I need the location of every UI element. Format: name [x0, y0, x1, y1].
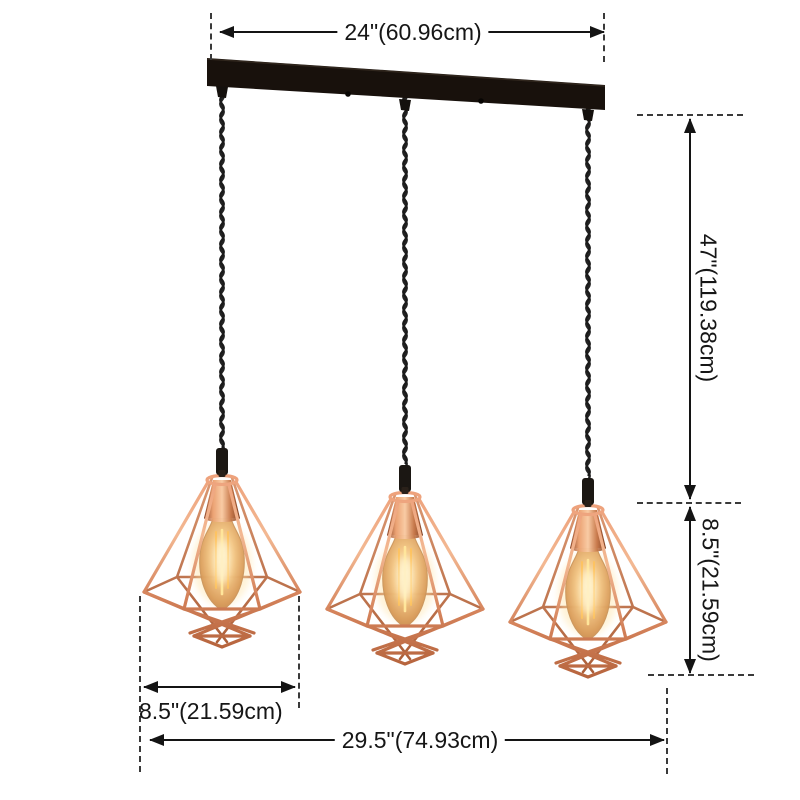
cord-right — [585, 102, 591, 482]
canopy-screw — [345, 91, 351, 97]
arrowhead-down-icon — [684, 485, 696, 500]
cord-attachment — [399, 99, 411, 111]
extension-line — [648, 674, 754, 676]
cage-pendant-middle — [327, 465, 483, 664]
cage-pendant-right — [510, 478, 666, 677]
dim-label-canopy-width: 24"(60.96cm) — [337, 18, 489, 46]
arrowhead-right-icon — [650, 734, 665, 746]
cord-attachment — [582, 109, 594, 121]
arrowhead-down-icon — [684, 659, 696, 674]
arrowhead-left-icon — [149, 734, 164, 746]
dimension-line — [143, 681, 296, 693]
extension-line — [666, 688, 668, 774]
arrowhead-left-icon — [219, 26, 234, 38]
extension-line — [139, 596, 141, 772]
cord-left — [219, 74, 225, 454]
dimension-line — [684, 118, 696, 500]
cord-middle — [402, 90, 408, 470]
arrowhead-up-icon — [684, 506, 696, 521]
extension-line — [298, 596, 300, 708]
arrowhead-left-icon — [143, 681, 158, 693]
arrowhead-up-icon — [684, 118, 696, 133]
extension-line — [210, 13, 212, 60]
arrowhead-right-icon — [281, 681, 296, 693]
arrowhead-right-icon — [590, 26, 605, 38]
dim-label-fixture-width: 29.5"(74.93cm) — [334, 726, 506, 754]
dim-label-shade-height: 8.5"(21.59cm) — [697, 514, 723, 666]
dim-label-shade-width: 8.5"(21.59cm) — [139, 698, 283, 724]
canopy-bar — [206, 58, 606, 121]
dim-label-drop-height: 47"(119.38cm) — [695, 229, 721, 387]
dimension-line — [684, 506, 696, 674]
cord-attachment — [216, 86, 228, 98]
canopy-screw — [478, 98, 484, 104]
extension-line — [637, 502, 741, 504]
extension-line — [637, 114, 743, 116]
cage-pendant-left — [144, 448, 300, 647]
